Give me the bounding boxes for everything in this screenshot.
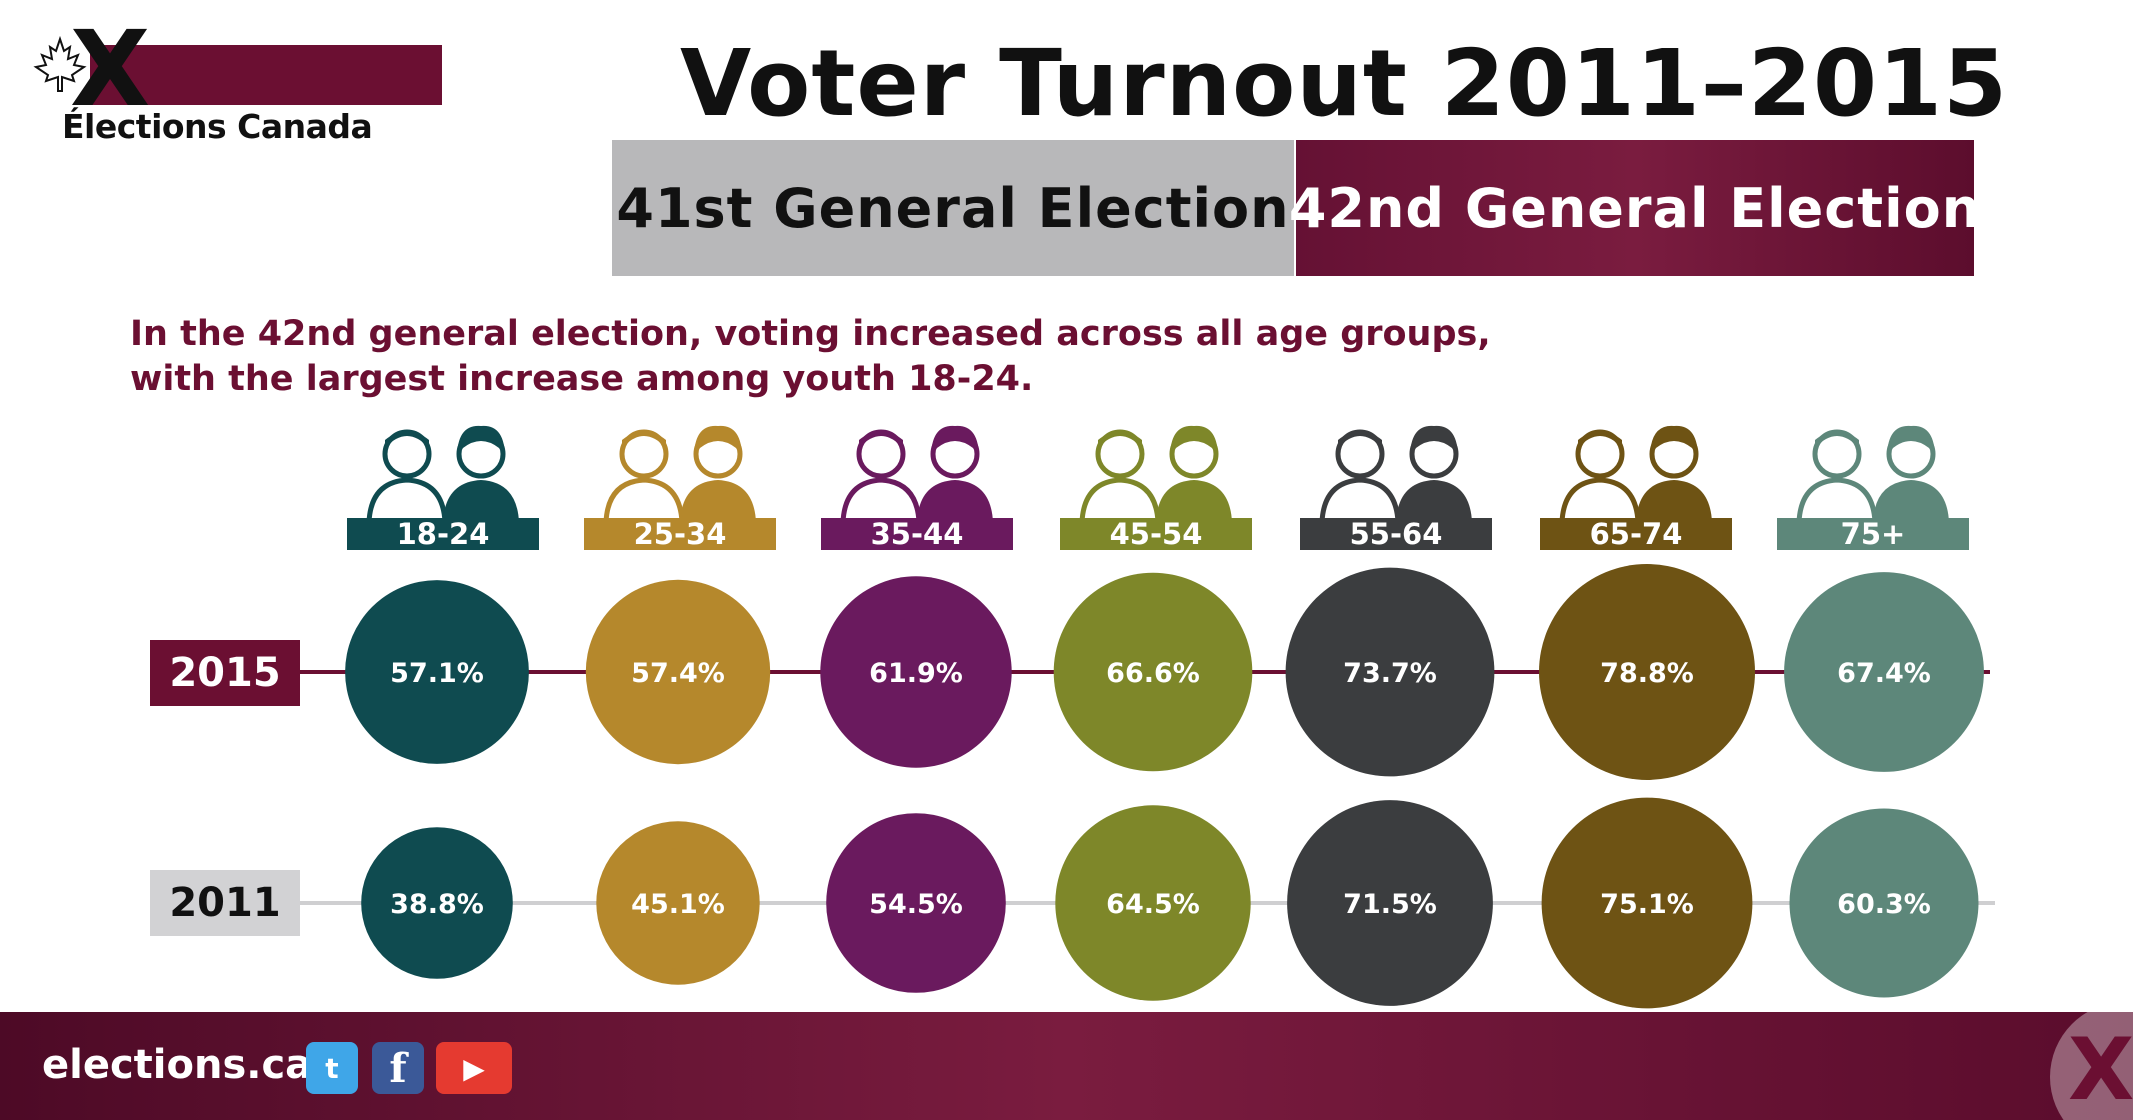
age-label-45-54: 45-54 (1060, 518, 1252, 550)
bubble-label-2011-35-44: 54.5% (869, 889, 963, 920)
bubble-2015-75+ (1784, 572, 1984, 772)
bubble-label-2011-75+: 60.3% (1837, 889, 1931, 920)
bubble-2015-18-24 (345, 580, 529, 764)
people-icon (1079, 425, 1232, 525)
bubble-2011-65-74 (1541, 797, 1753, 1009)
people-icon (366, 425, 519, 525)
bubble-label-2015-55-64: 73.7% (1343, 658, 1437, 689)
people-icon (1319, 425, 1472, 525)
logo-bar (90, 45, 442, 105)
age-label-65-74: 65-74 (1540, 518, 1732, 550)
bubble-label-2015-45-54: 66.6% (1106, 658, 1200, 689)
subtitle: In the 42nd general election, voting inc… (130, 312, 1491, 402)
age-group-65-74: 65-74 (1540, 418, 1732, 550)
age-group-55-64: 55-64 (1300, 418, 1492, 550)
age-label-18-24: 18-24 (347, 518, 539, 550)
bubble-label-2015-25-34: 57.4% (631, 658, 725, 689)
age-label-35-44: 35-44 (821, 518, 1013, 550)
year-label-2015: 2015 (150, 640, 300, 706)
age-label-75+: 75+ (1777, 518, 1969, 550)
age-group-25-34: 25-34 (584, 418, 776, 550)
age-group-35-44: 35-44 (821, 418, 1013, 550)
bubble-2015-25-34 (585, 579, 771, 765)
maple-leaf-icon (33, 35, 87, 92)
bubble-2011-55-64 (1287, 800, 1493, 1006)
tab-42nd-general-election: 42nd General Election (1289, 140, 1980, 276)
bubble-label-2015-35-44: 61.9% (869, 658, 963, 689)
bubble-2015-45-54 (1053, 572, 1253, 772)
footer-logo-x: X (2068, 1020, 2133, 1120)
facebook-icon[interactable]: f (372, 1042, 424, 1094)
age-group-45-54: 45-54 (1060, 418, 1252, 550)
bubble-label-2011-18-24: 38.8% (390, 889, 484, 920)
people-icon (1559, 425, 1712, 525)
age-group-75+: 75+ (1777, 418, 1969, 550)
footer-bar: elections.ca t f ▶ X (0, 1012, 2133, 1120)
year-label-2011: 2011 (150, 870, 300, 936)
twitter-icon[interactable]: t (306, 1042, 358, 1094)
website-link[interactable]: elections.ca (42, 1042, 313, 1088)
bubble-label-2015-18-24: 57.1% (390, 658, 484, 689)
bubble-label-2011-45-54: 64.5% (1106, 889, 1200, 920)
bubble-label-2015-65-74: 78.8% (1600, 658, 1694, 689)
people-icon (603, 425, 756, 525)
bubble-2015-55-64 (1285, 567, 1495, 777)
subtitle-line-1: In the 42nd general election, voting inc… (130, 314, 1491, 354)
people-icon (1796, 425, 1949, 525)
logo-text: Élections Canada (62, 107, 373, 146)
elections-canada-logo: X Élections Canada (30, 17, 442, 146)
bubble-2015-35-44 (820, 576, 1012, 768)
subtitle-line-2: with the largest increase among youth 18… (130, 359, 1034, 399)
bubble-label-2011-65-74: 75.1% (1600, 889, 1694, 920)
bubble-2011-45-54 (1055, 805, 1251, 1001)
page-title: Voter Turnout 2011–2015 (680, 30, 2008, 137)
age-group-18-24: 18-24 (347, 418, 539, 550)
logo-x-mark: X (70, 8, 150, 130)
age-label-25-34: 25-34 (584, 518, 776, 550)
youtube-icon[interactable]: ▶ (436, 1042, 512, 1094)
age-label-55-64: 55-64 (1300, 518, 1492, 550)
bubble-2011-75+ (1789, 808, 1979, 998)
bubble-2011-18-24 (361, 827, 513, 979)
bubble-label-2011-55-64: 71.5% (1343, 889, 1437, 920)
people-icon (840, 425, 993, 525)
bubble-2011-35-44 (826, 813, 1006, 993)
tab-41st-general-election: 41st General Election (612, 140, 1294, 276)
bubble-label-2011-25-34: 45.1% (631, 889, 725, 920)
bubble-label-2015-75+: 67.4% (1837, 658, 1931, 689)
bubble-2011-25-34 (596, 821, 760, 985)
bubble-2015-65-74 (1539, 564, 1755, 780)
